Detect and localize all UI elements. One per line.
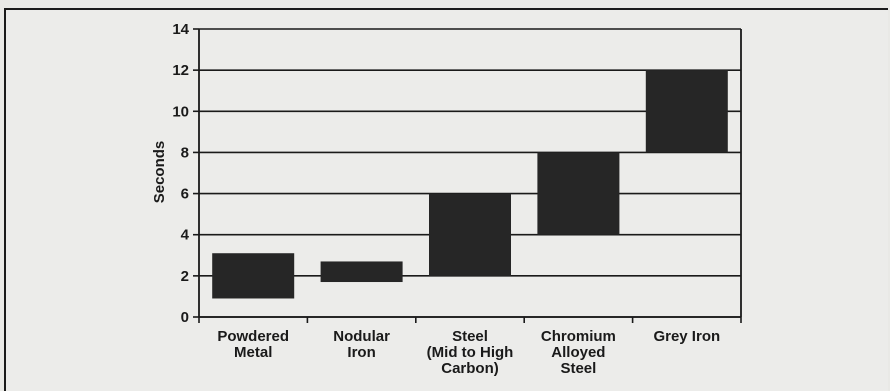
y-tick-labels: 0 2 4 6 8 10 12 14	[172, 21, 189, 326]
bars	[212, 70, 728, 299]
y-tick-label: 6	[181, 186, 189, 203]
y-tick-label: 14	[172, 21, 189, 38]
x-tick-label: Grey Iron	[653, 328, 720, 345]
bar	[429, 193, 511, 276]
bar	[645, 70, 728, 153]
y-tick-label: 10	[172, 103, 189, 120]
x-tick-label: Nodular Iron	[333, 328, 390, 361]
y-tick-label: 4	[181, 227, 190, 244]
x-tick-label: Powdered Metal	[217, 328, 289, 361]
y-tick-label: 2	[181, 268, 189, 285]
y-tick-label: 12	[172, 62, 189, 79]
axes	[193, 28, 742, 323]
bar	[320, 261, 403, 283]
y-axis-label: Seconds	[151, 141, 168, 204]
bar	[537, 152, 620, 235]
bar	[212, 253, 295, 299]
y-tick-label: 0	[181, 309, 189, 326]
x-tick-labels: Powdered Metal Nodular Iron Steel (Mid to Hig…	[217, 328, 720, 377]
x-tick-label: Steel (Mid to High Carbon)	[427, 328, 514, 377]
y-tick-label: 8	[181, 144, 189, 161]
x-tick-label: Chromium Alloyed Steel	[541, 328, 616, 377]
